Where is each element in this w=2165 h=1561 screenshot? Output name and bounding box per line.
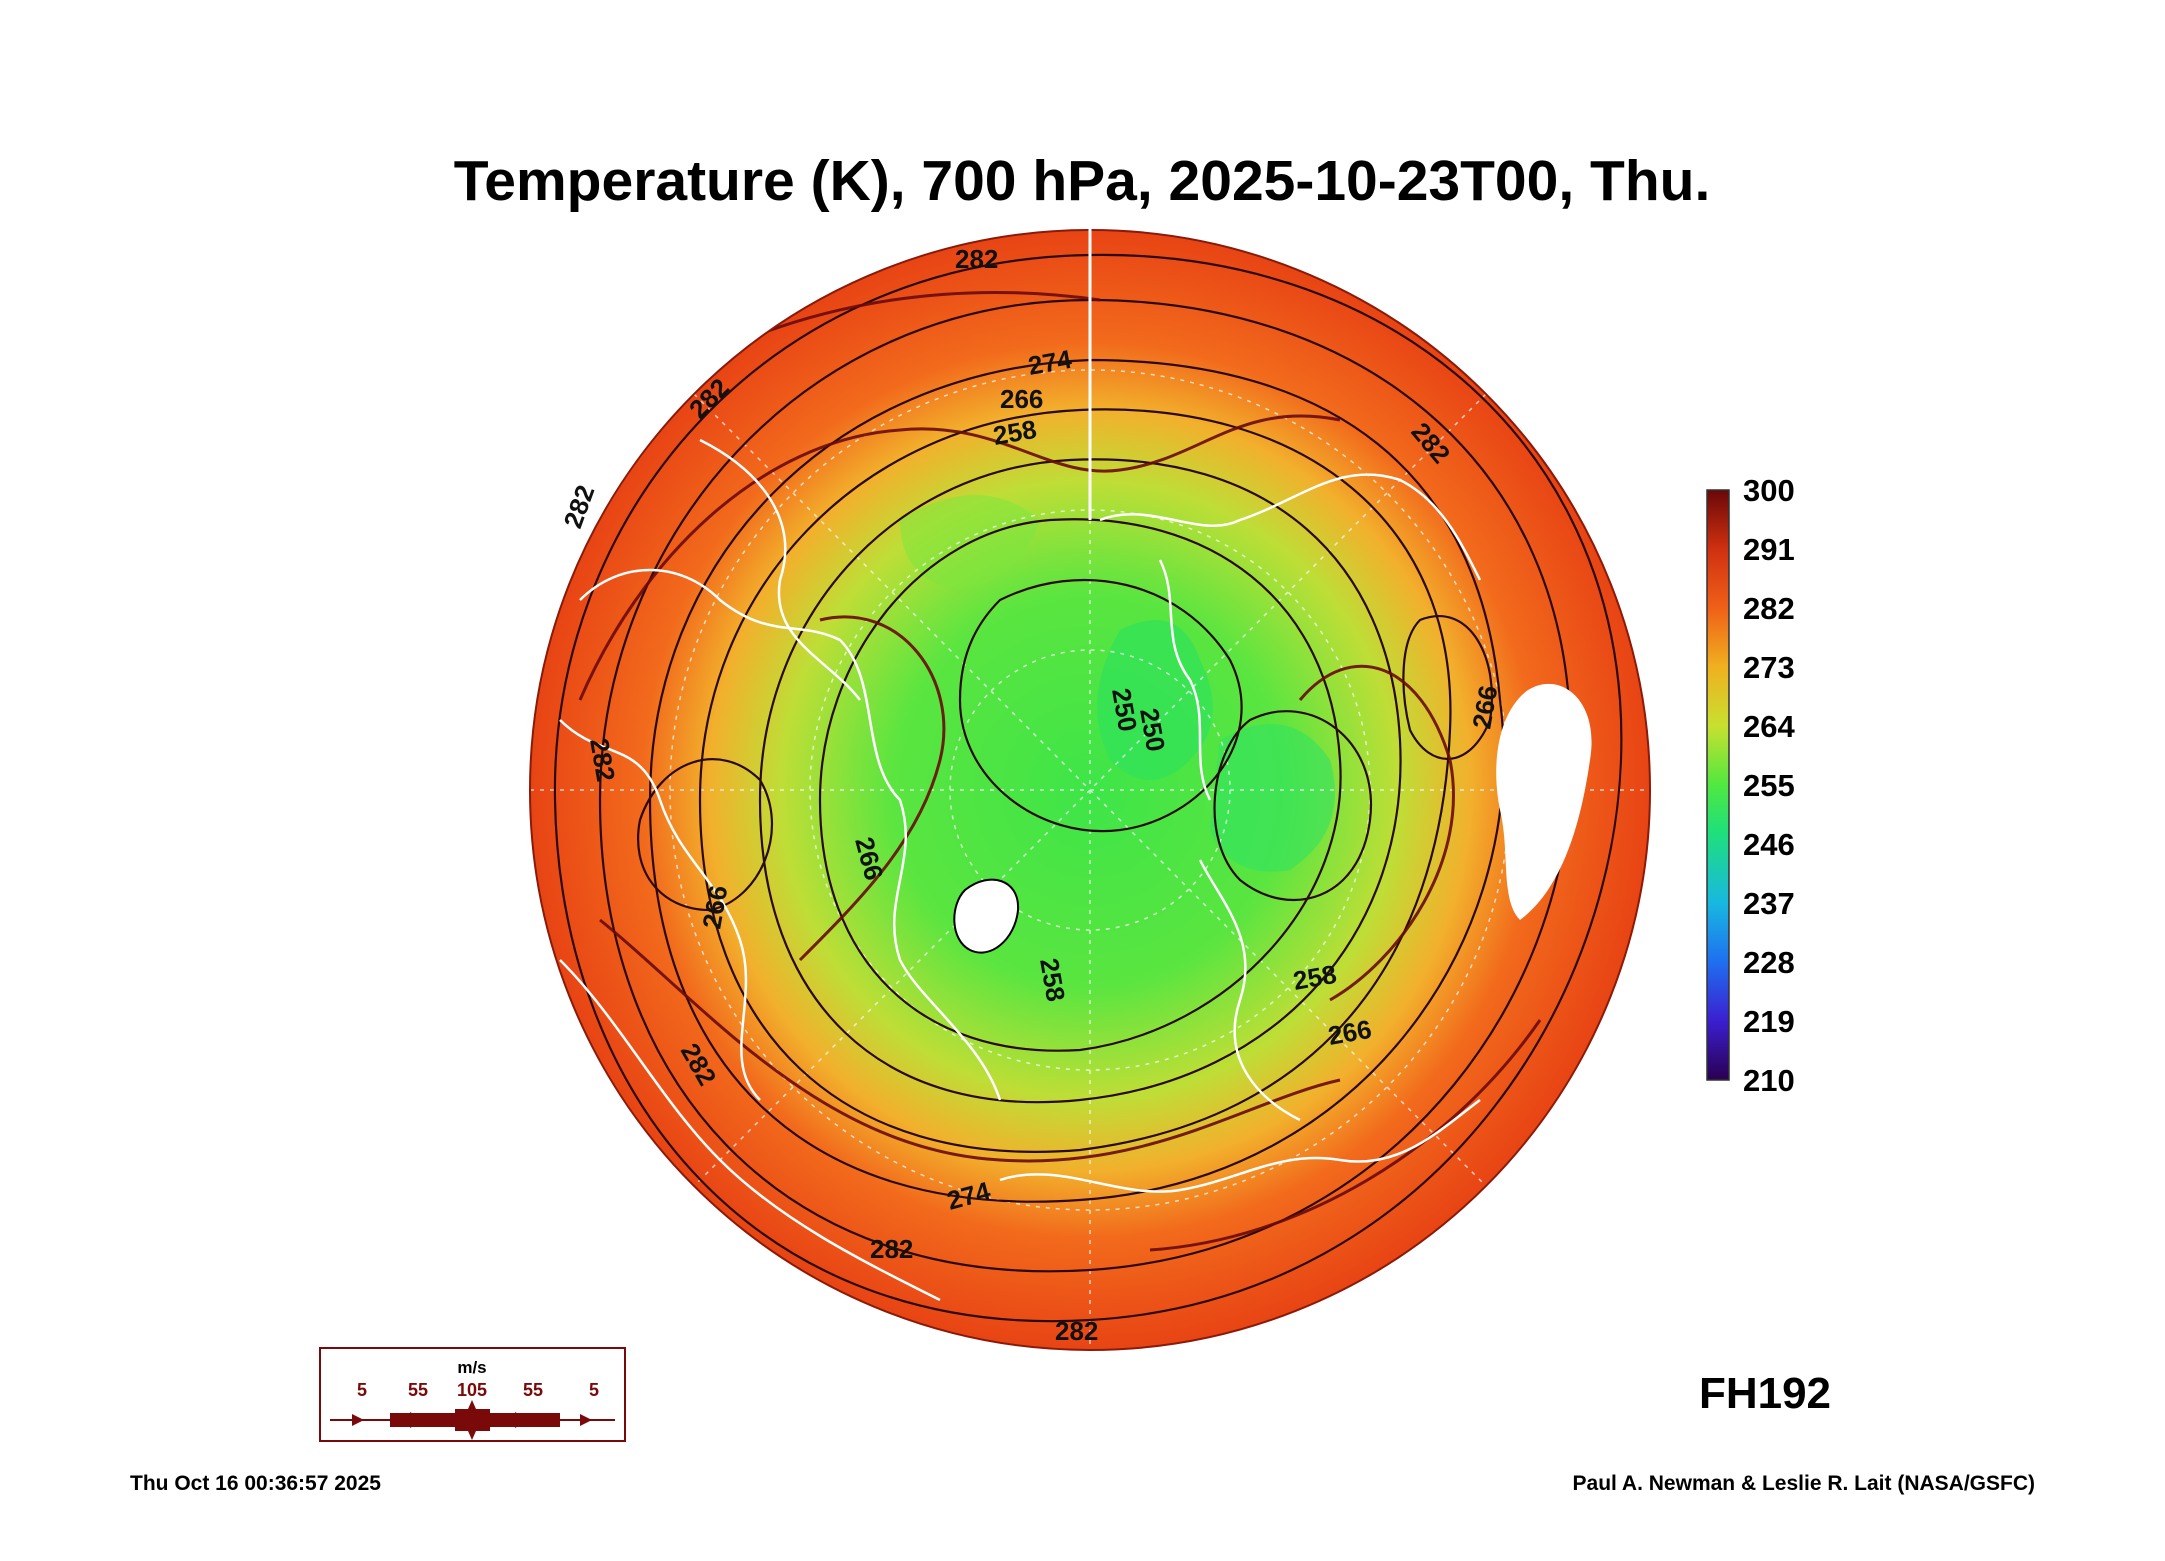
wind-vector-legend: m/s 5 55 105 55 5 [319,1347,626,1442]
legend-arrow [515,1412,529,1428]
colorbar-tick-label: 246 [1743,827,1795,862]
contour-label: 258 [1291,959,1339,996]
colorbar-tick-label: 237 [1743,886,1795,921]
legend-arrow [580,1414,592,1426]
coastlines [559,438,1482,1302]
missing-data-patch [1496,683,1592,920]
colorbar-tick-label: 228 [1743,945,1795,980]
colorbar-tick-label: 273 [1743,650,1795,685]
contour-label: 282 [1055,1316,1098,1346]
contour-label: 266 [1326,1014,1374,1051]
contour-label: 266 [696,883,733,931]
contour-label: 282 [584,736,621,784]
contour-label: 282 [870,1234,913,1264]
contour-label: 250 [1106,686,1143,734]
credit-line: Paul A. Newman & Leslie R. Lait (NASA/GS… [1573,1472,2035,1495]
colorbar-gradient [1706,489,1730,1081]
legend-vector-shape [390,1400,560,1440]
colorbar-tick-label: 264 [1743,709,1795,744]
colorbar-tick-label: 210 [1743,1063,1795,1098]
contour-label: 282 [955,244,998,274]
cold-core-patch [1210,724,1335,872]
legend-arrow [352,1414,364,1426]
colorbar-tick-label: 255 [1743,768,1795,803]
legend-speed-label: 55 [523,1380,543,1400]
contour-label: 266 [1000,384,1043,414]
colorbar-tick-label: 282 [1743,591,1795,626]
colorbar: 300 291 282 273 264 255 246 237 228 219 210 [1706,473,1795,1098]
legend-speed-label: 105 [457,1380,487,1400]
contour-label: 282 [557,481,600,532]
contour-label: 258 [1034,956,1071,1004]
missing-data-patch [953,878,1020,954]
colorbar-tick-label: 219 [1743,1004,1795,1039]
polar-temperature-map: 282 282 282 282 282 282 282 282 274 274 … [529,225,1651,1351]
legend-speed-label: 5 [589,1380,599,1400]
legend-speed-label: 55 [408,1380,428,1400]
map-title: Temperature (K), 700 hPa, 2025-10-23T00,… [454,149,1711,213]
contour-label: 266 [1466,683,1503,731]
legend-speed-label: 5 [357,1380,367,1400]
forecast-hour-label: FH192 [1699,1369,1831,1418]
legend-arrow [410,1412,424,1428]
cold-core-patch [1097,620,1213,780]
colorbar-tick-label: 291 [1743,532,1795,567]
colorbar-tick-label: 300 [1743,473,1795,508]
wind-streamlines [578,291,1542,1252]
isotherm-contours [553,253,1623,1323]
run-timestamp: Thu Oct 16 00:36:57 2025 [130,1472,381,1495]
contour-label: 258 [991,414,1039,451]
contour-label: 250 [1134,706,1171,754]
legend-unit: m/s [457,1358,486,1377]
